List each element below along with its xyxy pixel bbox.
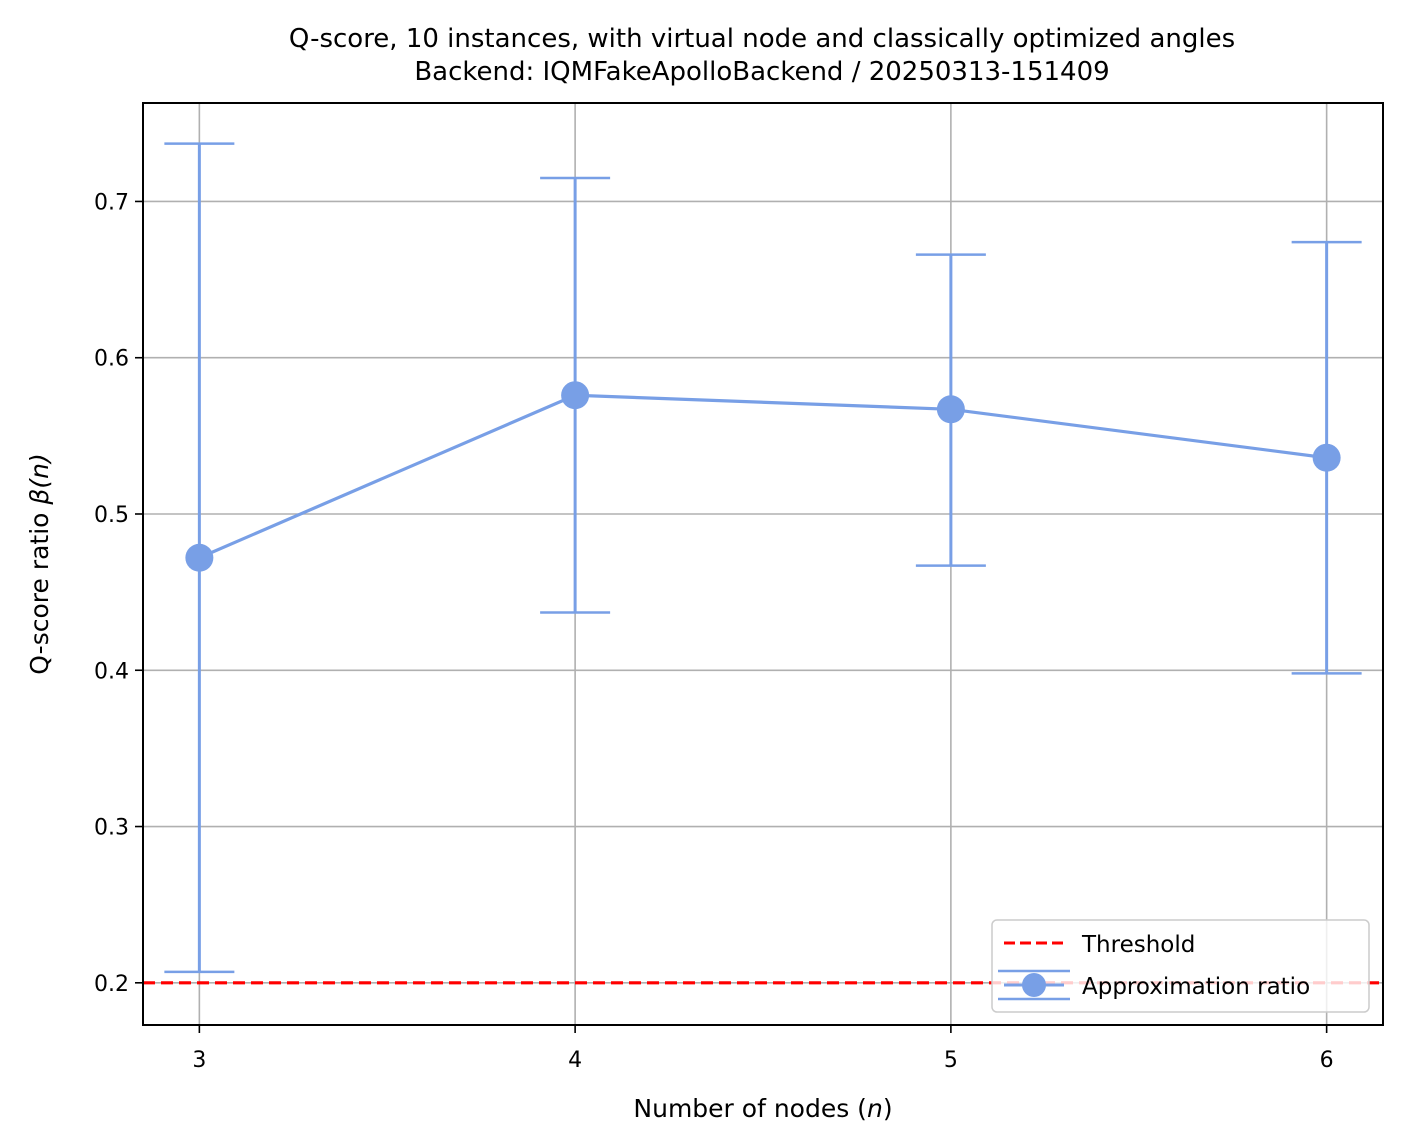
x-tick-label: 3 [192,1048,206,1073]
x-axis-label-close: ) [883,1094,893,1123]
y-tick-label: 0.3 [94,816,129,841]
x-axis-label-text: Number of nodes ( [633,1094,867,1123]
y-axis-label-variable: β(n) [25,453,54,505]
legend-box [991,919,1370,1013]
x-tick-label: 6 [1320,1048,1334,1073]
axes-frame [142,102,1384,1026]
y-tick-label: 0.6 [94,347,129,372]
data-point [185,543,214,572]
x-axis-label-variable: n [867,1094,883,1123]
chart-title: Q-score, 10 instances, with virtual node… [289,24,1235,54]
legend-threshold-label: Threshold [1081,932,1195,958]
data-point [561,381,590,410]
series-line [198,393,1327,560]
x-axis: 3 4 5 6 [192,1025,1334,1073]
y-tick-label: 0.5 [94,503,129,528]
x-tick-label: 5 [944,1048,958,1073]
y-axis: 0.2 0.3 0.4 0.5 0.6 0.7 [94,190,143,997]
chart-subtitle: Backend: IQMFakeApolloBackend / 20250313… [414,57,1109,87]
y-tick-label: 0.2 [94,972,129,997]
legend-approximation-label: Approximation ratio [1082,974,1310,1000]
data-point [936,395,965,424]
x-axis-label: Number of nodes (n) [633,1094,892,1123]
y-axis-label-text: Q-score ratio [25,505,54,675]
legend: Threshold Approximation ratio [991,919,1370,1013]
y-tick-label: 0.7 [94,190,129,215]
x-tick-label: 4 [568,1048,582,1073]
data-point [1312,443,1341,472]
y-axis-label: Q-score ratio β(n) [25,453,54,674]
y-tick-label: 0.4 [94,659,129,684]
legend-approximation-swatch [998,969,1070,1001]
